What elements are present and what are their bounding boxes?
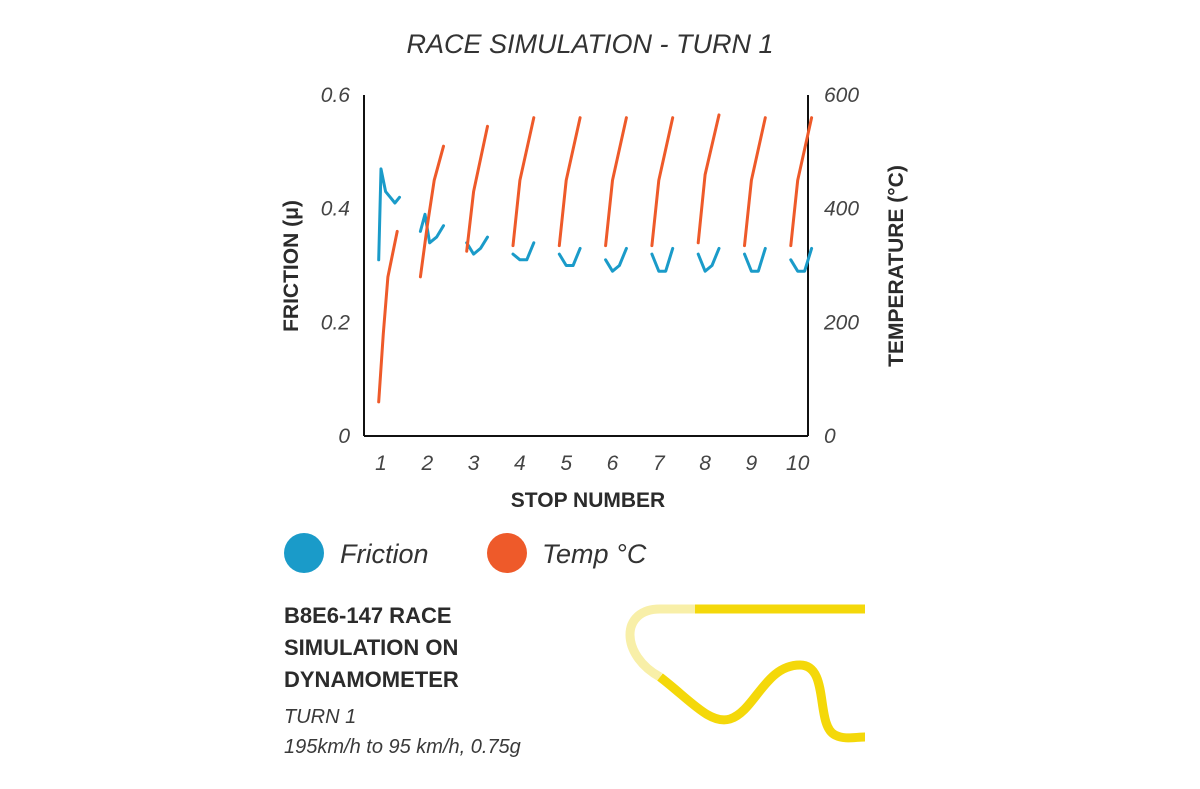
friction-line-stop-1	[377, 167, 401, 262]
track-esses	[657, 660, 866, 743]
friction-line-stop-5	[557, 246, 582, 267]
friction-line-stop-6	[604, 246, 628, 273]
temp-line-stop-7	[650, 116, 675, 248]
friction-line-stop-9	[743, 246, 767, 273]
temp-line-stop-5	[557, 116, 582, 248]
friction-line-stop-10	[789, 246, 814, 273]
legend-swatch-friction	[284, 533, 324, 573]
caption-title: B8E6-147 RACE SIMULATION ON DYNAMOMETER	[284, 603, 459, 692]
x-tick-label: 4	[514, 452, 526, 475]
y-tick-labels: 0 0.2 0.4 0.6	[321, 84, 351, 448]
friction-line-stop-8	[696, 246, 721, 273]
temp-line-stop-8	[696, 113, 721, 245]
legend-label-temp: Temp °C	[542, 539, 647, 569]
y2-tick-labels: 0 200 400 600	[823, 84, 859, 448]
y-tick-label: 0.2	[321, 311, 351, 334]
y-tick-label: 0.4	[321, 198, 350, 221]
y-tick-label: 0	[338, 425, 350, 448]
x-tick-labels: 1 2 3 4 5 6 7 8 9 10	[375, 452, 810, 475]
chart-axes	[363, 95, 809, 437]
y2-tick-label: 400	[824, 198, 859, 221]
temp-series	[377, 113, 814, 404]
chart-svg: RACE SIMULATION - TURN 1 0 0.2 0.4 0.6 0 200…	[280, 29, 908, 573]
x-tick-label: 8	[699, 452, 711, 475]
y2-tick-label: 600	[824, 84, 859, 107]
caption: B8E6-147 RACE SIMULATION ON DYNAMOMETER …	[284, 600, 584, 762]
legend-label-friction: Friction	[340, 539, 429, 569]
caption-subtitle: TURN 1	[284, 706, 357, 728]
track-map	[625, 604, 866, 743]
x-tick-label: 5	[560, 452, 572, 475]
temp-line-stop-2	[418, 144, 445, 279]
x-tick-label: 6	[607, 452, 619, 475]
chart-title: RACE SIMULATION - TURN 1	[406, 29, 773, 59]
friction-line-stop-7	[650, 246, 675, 273]
x-tick-label: 1	[375, 452, 387, 475]
legend-swatch-temp	[487, 533, 527, 573]
y-axis-label: FRICTION (μ)	[280, 200, 303, 332]
temp-line-stop-4	[511, 116, 536, 248]
temp-line-stop-3	[465, 124, 489, 253]
x-axis-label: STOP NUMBER	[511, 489, 665, 512]
friction-line-stop-2	[418, 212, 445, 245]
y2-tick-label: 0	[824, 425, 836, 448]
friction-line-stop-3	[465, 235, 489, 256]
y2-tick-label: 200	[823, 311, 859, 334]
x-tick-label: 9	[746, 452, 758, 475]
temp-line-stop-1	[377, 229, 399, 404]
caption-detail: 195km/h to 95 km/h, 0.75g	[284, 736, 521, 758]
y-tick-label: 0.6	[321, 84, 351, 107]
temp-line-stop-10	[789, 116, 814, 248]
x-tick-label: 3	[468, 452, 480, 475]
x-tick-label: 7	[653, 452, 666, 475]
x-tick-label: 2	[420, 452, 433, 475]
friction-series	[377, 167, 814, 273]
friction-line-stop-4	[511, 241, 536, 262]
track-turn-1	[625, 604, 695, 681]
x-tick-label: 10	[786, 452, 810, 475]
temp-line-stop-9	[743, 116, 767, 248]
legend: Friction Temp °C	[284, 533, 647, 573]
temp-line-stop-6	[604, 116, 628, 248]
y2-axis-label: TEMPERATURE (°C)	[885, 165, 908, 367]
